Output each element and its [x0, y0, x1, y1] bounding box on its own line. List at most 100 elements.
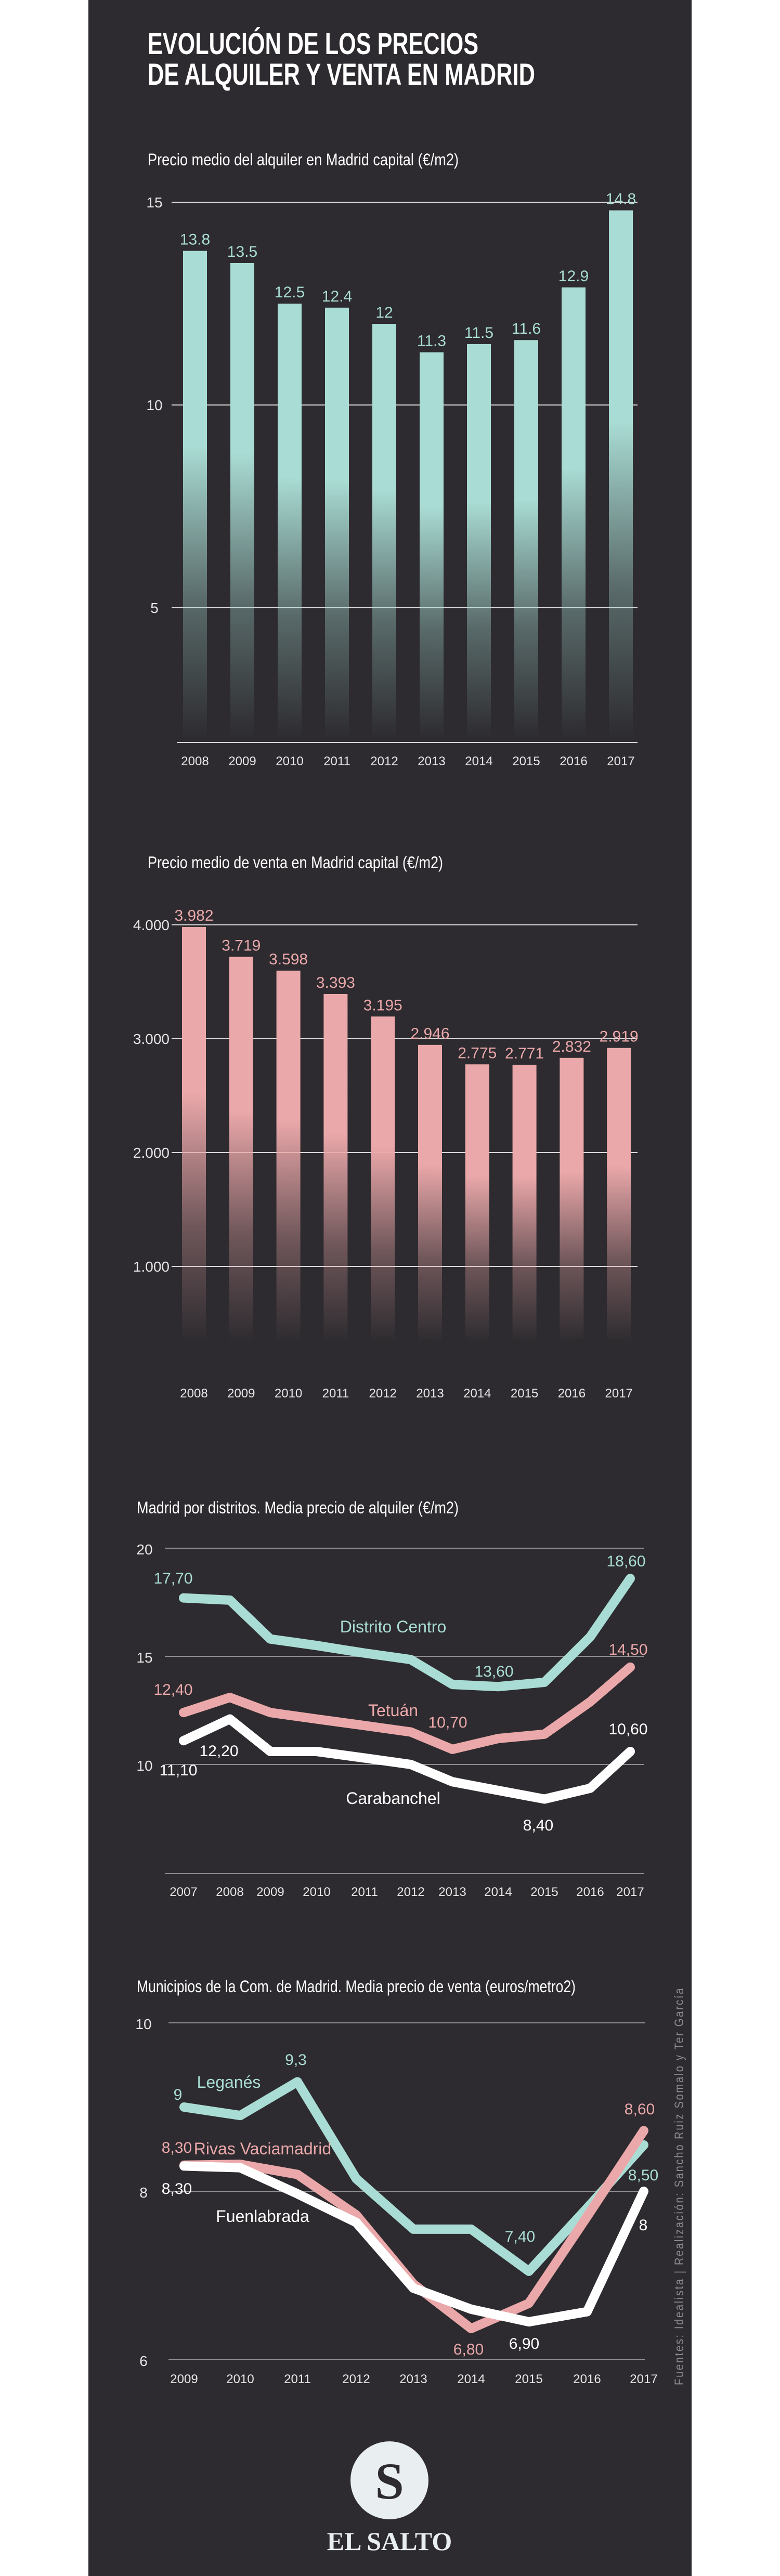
series-name-label: Tetuán — [368, 1701, 418, 1720]
series-line-tetuán — [179, 1662, 635, 1754]
bar — [182, 926, 206, 1342]
bar — [325, 307, 349, 739]
bar — [183, 251, 207, 740]
series-line-fuenlabrada — [179, 2161, 648, 2327]
bar — [609, 210, 633, 740]
bar-value-label: 13.5 — [227, 243, 257, 260]
bar-value-label: 2.919 — [600, 1028, 639, 1045]
y-tick-label: 10 — [146, 397, 162, 413]
x-tick-label: 2009 — [256, 1885, 284, 1899]
bar — [230, 263, 254, 739]
y-tick-label: 15 — [146, 194, 162, 211]
series-name-label: Distrito Centro — [340, 1617, 447, 1636]
title-line-1: EVOLUCIÓN DE LOS PRECIOS — [148, 27, 478, 61]
municipalities-line-chart: 6 8 10 2009 2010 2011 2012 2013 2014 2015 2016 2017… — [135, 2016, 658, 2386]
bar-value-label: 3.598 — [269, 951, 308, 968]
bar — [420, 352, 444, 739]
sources-credit: Fuentes: Idealista | Realización: Sancho… — [672, 1987, 686, 2385]
x-tick-label: 2016 — [576, 1885, 604, 1899]
x-tick-label: 2017 — [630, 2372, 657, 2386]
y-tick-label: 3.000 — [133, 1031, 170, 1047]
y-tick-label: 20 — [136, 1541, 152, 1558]
y-tick-label: 6 — [139, 2353, 148, 2369]
x-tick-label: 2013 — [418, 754, 445, 768]
x-tick-label: 2012 — [342, 2372, 370, 2386]
bar-value-label: 12 — [375, 304, 393, 321]
point-value-label: 8,50 — [628, 2167, 658, 2184]
el-salto-logo: S EL SALTO — [327, 2441, 452, 2556]
bar-value-label: 12.4 — [322, 288, 352, 305]
x-tick-label: 2011 — [284, 2372, 311, 2386]
x-tick-label: 2016 — [573, 2372, 601, 2386]
x-tick-label: 2009 — [170, 2372, 198, 2386]
x-tick-label: 2016 — [560, 754, 587, 768]
x-tick-label: 2015 — [512, 754, 540, 768]
bar — [607, 1048, 631, 1342]
bar-value-label: 13.8 — [180, 231, 210, 249]
bar-value-label: 12.9 — [558, 268, 589, 285]
bar-value-label: 2.946 — [410, 1025, 449, 1042]
point-value-label: 11,10 — [160, 1762, 198, 1779]
point-value-label: 6,80 — [453, 2341, 484, 2358]
series-name-label: Leganés — [197, 2073, 261, 2091]
x-tick-label: 2010 — [276, 754, 303, 768]
x-tick-label: 2011 — [351, 1885, 378, 1899]
bar — [323, 993, 348, 1342]
x-tick-label: 2012 — [397, 1885, 424, 1899]
x-tick-label: 2013 — [438, 1885, 466, 1899]
bar-value-label: 3.982 — [174, 907, 213, 924]
x-tick-label: 2014 — [484, 1885, 512, 1899]
bar — [465, 1064, 489, 1342]
bar — [276, 971, 301, 1342]
series-line-carabanchel — [179, 1714, 635, 1804]
point-value-label: 13,60 — [474, 1663, 513, 1680]
series-name-label: Carabanchel — [346, 1789, 440, 1808]
bar — [371, 1016, 395, 1342]
bar-value-label: 14.8 — [606, 191, 636, 208]
logo-circle — [350, 2441, 428, 2519]
bar — [514, 340, 538, 739]
point-value-label: 9 — [174, 2086, 183, 2103]
bar — [562, 287, 586, 739]
bar — [512, 1065, 537, 1342]
y-tick-label: 1.000 — [133, 1259, 170, 1275]
y-tick-label: 15 — [136, 1650, 152, 1666]
point-value-label: 10,60 — [608, 1721, 647, 1738]
point-value-label: 7,40 — [505, 2228, 535, 2245]
title-line-2: DE ALQUILER Y VENTA EN MADRID — [148, 58, 535, 91]
x-tick-label: 2009 — [228, 754, 256, 768]
bar-value-label: 11.6 — [512, 320, 541, 337]
bar — [418, 1044, 442, 1342]
bar-value-label: 3.393 — [316, 974, 355, 991]
chart2-title: Precio medio de venta en Madrid capital … — [148, 853, 443, 872]
bar-value-label: 3.195 — [363, 997, 402, 1014]
x-tick-label: 2014 — [457, 2372, 485, 2386]
point-value-label: 8,60 — [625, 2101, 655, 2118]
point-value-label: 12,20 — [199, 1743, 238, 1760]
x-tick-label: 2011 — [322, 1387, 349, 1401]
bar-value-label: 2.771 — [505, 1045, 544, 1062]
y-tick-label: 10 — [135, 2016, 151, 2032]
point-value-label: 8,40 — [523, 1817, 553, 1834]
logo-name: EL SALTO — [327, 2527, 452, 2556]
y-tick-label: 8 — [139, 2185, 148, 2201]
y-tick-label: 5 — [150, 600, 159, 616]
chart3-title: Madrid por distritos. Media precio de al… — [137, 1498, 459, 1517]
bar-value-label: 11.3 — [417, 333, 446, 350]
bar-value-label: 2.775 — [458, 1044, 497, 1062]
point-value-label: 8,30 — [162, 2180, 192, 2198]
chart4-title: Municipios de la Com. de Madrid. Media p… — [137, 1977, 576, 1996]
x-tick-label: 2012 — [369, 1387, 397, 1401]
x-tick-label: 2010 — [275, 1387, 302, 1401]
x-tick-label: 2007 — [170, 1885, 197, 1899]
x-tick-label: 2015 — [515, 2372, 542, 2386]
bar — [278, 304, 302, 739]
x-tick-label: 2009 — [227, 1387, 255, 1401]
x-tick-label: 2017 — [616, 1885, 644, 1899]
logo-letter: S — [375, 2452, 404, 2510]
series-line-leganés — [179, 2077, 648, 2276]
x-tick-label: 2015 — [511, 1387, 538, 1401]
bar — [560, 1057, 584, 1342]
point-value-label: 9,3 — [285, 2051, 307, 2069]
